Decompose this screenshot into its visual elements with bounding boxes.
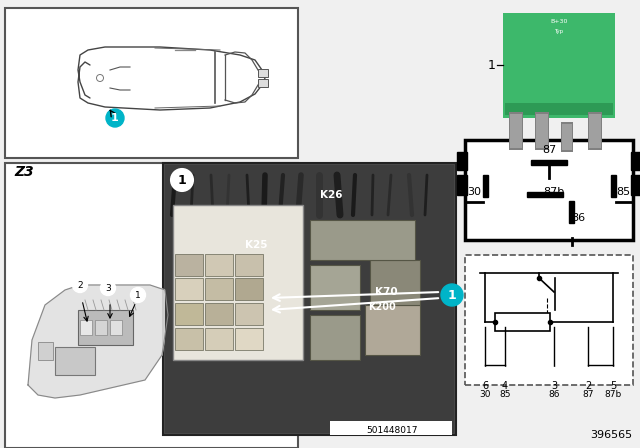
Bar [535,112,549,150]
Text: 6: 6 [482,381,488,391]
Bar [527,192,563,197]
Bar [330,421,452,435]
Text: 86: 86 [571,213,585,223]
Text: B+30: B+30 [550,18,568,23]
Bar [235,278,263,300]
Text: 87b: 87b [604,390,621,399]
Text: 85: 85 [499,390,511,399]
Text: 87b: 87b [543,187,564,197]
Bar [611,175,616,197]
Circle shape [131,288,145,302]
Bar [235,328,263,350]
Text: 2: 2 [77,280,83,289]
Bar [310,220,415,260]
Text: 86: 86 [548,390,560,399]
Bar [235,303,263,325]
Bar [205,303,233,325]
Bar [310,315,360,360]
Bar [110,320,122,335]
Bar [631,152,640,170]
Text: 396565: 396565 [590,430,632,440]
Bar [536,114,548,148]
Circle shape [609,367,618,376]
Bar [258,69,268,77]
Circle shape [100,280,115,296]
Bar [163,163,456,435]
Bar [235,254,263,276]
Bar [483,175,488,197]
Text: Typ: Typ [554,29,564,34]
Text: K70: K70 [375,287,397,297]
Bar [365,305,420,355]
Bar [495,313,550,331]
Bar [258,79,268,87]
Text: 87: 87 [542,145,556,155]
Text: 30: 30 [467,187,481,197]
Bar [173,205,303,360]
Bar [503,13,615,118]
Bar [175,254,203,276]
Circle shape [72,277,88,293]
Circle shape [500,367,509,376]
Text: 85: 85 [616,187,630,197]
Bar [588,112,602,150]
Text: 87: 87 [582,390,594,399]
Bar [562,124,572,150]
Bar [631,175,640,195]
Bar [465,255,633,385]
Bar [370,260,420,305]
Circle shape [584,367,593,376]
Bar [95,320,107,335]
Bar [589,114,601,148]
Text: 5: 5 [610,381,616,391]
Text: Z3: Z3 [14,165,34,179]
Text: 2: 2 [585,381,591,391]
Text: 1: 1 [488,59,496,72]
Bar [175,328,203,350]
Bar [78,310,133,345]
Bar [457,175,467,195]
Bar [55,347,95,375]
Bar [38,342,53,360]
Circle shape [171,169,193,191]
Text: 3: 3 [105,284,111,293]
Circle shape [481,367,490,376]
Circle shape [441,284,463,306]
Text: K25: K25 [245,240,268,250]
Bar [531,160,567,165]
Bar [510,114,522,148]
Bar [175,303,203,325]
Text: 1: 1 [111,113,119,123]
Text: 1: 1 [178,173,186,186]
Bar [205,254,233,276]
Bar [569,201,574,223]
Bar [509,112,523,150]
Circle shape [550,367,559,376]
Bar [5,8,298,158]
Text: 1: 1 [135,290,141,300]
Bar [561,122,573,152]
Bar [465,140,633,240]
Bar [80,320,92,335]
Bar [165,165,454,433]
Text: 3: 3 [551,381,557,391]
Text: 30: 30 [479,390,491,399]
Text: K26: K26 [320,190,342,200]
Bar [205,328,233,350]
Polygon shape [28,285,168,398]
Bar [457,152,467,170]
Bar [175,278,203,300]
Text: K200: K200 [368,302,396,312]
Text: 501448017: 501448017 [366,426,418,435]
Bar [505,103,613,115]
Text: 4: 4 [502,381,508,391]
Circle shape [106,109,124,127]
Bar [5,163,298,448]
Text: 1: 1 [447,289,456,302]
Bar [205,278,233,300]
Bar [310,265,360,310]
